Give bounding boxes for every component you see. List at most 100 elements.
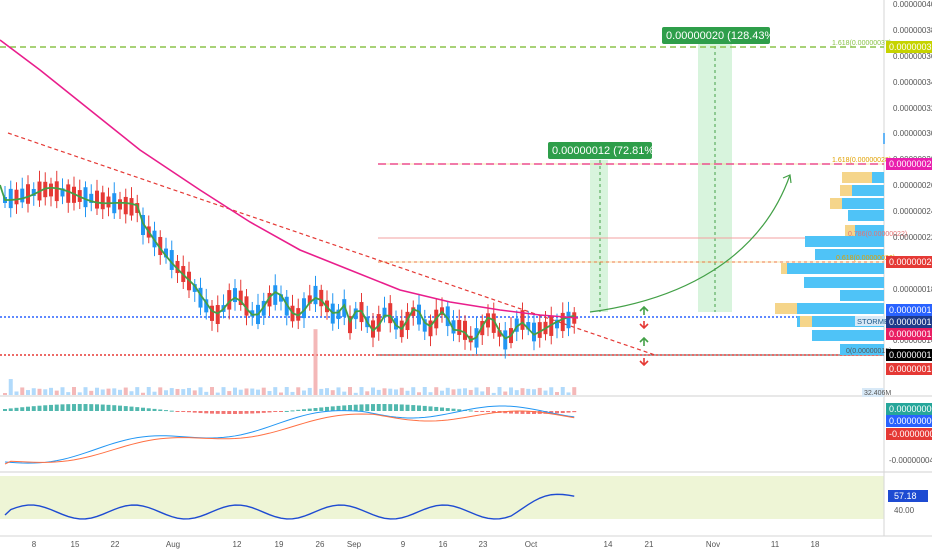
macd-histogram-bar (169, 410, 174, 412)
volume-profile-bar (852, 185, 884, 196)
macd-axis-label: 0.00000000 (889, 404, 932, 414)
candle-body (388, 303, 393, 324)
volume-bar (560, 387, 565, 395)
macd-histogram-bar (503, 411, 508, 414)
macd-histogram-bar (388, 404, 393, 411)
price-axis-label: 0.00000024 (893, 207, 932, 216)
rsi-line (4, 493, 575, 520)
time-axis-label: 16 (439, 540, 448, 549)
volume-bar (445, 387, 450, 395)
volume-bar (480, 391, 485, 395)
price-tag-label: 0.00000015 (889, 350, 932, 360)
volume-bar (118, 389, 122, 395)
candle-body (336, 309, 341, 320)
macd-histogram-bar (434, 406, 439, 411)
macd-histogram-bar (486, 411, 490, 413)
price-axis-label: 0.00000036 (893, 52, 932, 61)
price-axis-label: 0.00000032 (893, 104, 932, 113)
fib-label-1: 1.618(0.00000037) (832, 40, 891, 47)
macd-histogram-bar (198, 411, 203, 414)
price-axis-label: 0.00000038 (893, 26, 932, 35)
macd-histogram-bar (325, 406, 329, 411)
macd-histogram-bar (3, 409, 7, 411)
volume-bar (192, 390, 197, 395)
macd-histogram-bar (566, 411, 571, 413)
volume-bar (394, 389, 398, 395)
candle-body (526, 322, 531, 330)
candle-body (555, 319, 559, 329)
macd-histogram-bar (440, 407, 444, 411)
volume-bar (8, 379, 13, 395)
volume-bar (244, 388, 249, 395)
macd-histogram-bar (382, 404, 387, 411)
volume-bar (152, 391, 157, 395)
time-axis-label: 23 (479, 540, 488, 549)
volume-profile-bar (812, 330, 884, 341)
time-axis[interactable]: 8 15 22 Aug 12 19 26 Sep 9 16 23 Oct 14 21 Nov 11 18 (32, 540, 820, 549)
volume-bar (566, 392, 571, 395)
macd-histogram-bar (158, 409, 163, 411)
macd-histogram-bar (520, 411, 525, 414)
macd-histogram-bar (560, 411, 565, 413)
volume-bar (451, 389, 456, 395)
price-tag-box (886, 158, 932, 170)
macd-histogram-bar (273, 411, 278, 412)
volume-bar (302, 390, 306, 395)
target-zone-1 (590, 160, 608, 312)
time-axis-label: 19 (275, 540, 284, 549)
volume-bar (267, 391, 272, 395)
price-tags: 0.00000036 0.00000028 0.00000020 0.00000017… (886, 41, 932, 375)
time-axis-label: Oct (525, 540, 538, 549)
candle-body (537, 322, 542, 338)
volume-bar (463, 388, 467, 395)
macd-histogram-bar (313, 408, 318, 411)
volume-bar (388, 388, 393, 395)
candle-body (210, 305, 214, 321)
arrow-up-icon (639, 305, 649, 315)
candle-body (284, 296, 289, 316)
price-tag-box (886, 304, 932, 316)
macd-histogram-bar (256, 411, 260, 414)
candle-body (66, 184, 71, 203)
macd-histogram-bar (284, 410, 289, 412)
volume-bar (37, 388, 42, 395)
fib-label-4: 0.618(0.00000020) (836, 255, 895, 262)
volume-bar (89, 390, 94, 395)
candle-body (376, 314, 381, 332)
price-tag-label: 0.00000013 (889, 364, 932, 374)
volume-bar (31, 388, 36, 395)
macd-histogram-bar (491, 411, 496, 413)
price-axis-label: 0.00000040 (893, 0, 932, 9)
price-axis-label: 0.00000022 (893, 233, 932, 242)
volume-bar (54, 390, 59, 395)
candle-body (8, 188, 13, 209)
macd-histogram-bar (192, 411, 197, 413)
candle-body (123, 196, 128, 215)
macd-histogram-bar (543, 411, 548, 414)
volume-bar (175, 388, 180, 395)
macd-histogram-bar (267, 411, 272, 413)
time-axis-label: 14 (604, 540, 613, 549)
volume-bar (164, 390, 168, 395)
macd-histogram-bar (451, 408, 456, 411)
candle-body (83, 187, 88, 208)
time-axis-label: Aug (166, 540, 180, 549)
macd-histogram-bar (210, 411, 214, 414)
rsi-value-tag (888, 490, 928, 502)
volume-bar (210, 387, 214, 395)
candle-body (118, 199, 122, 210)
candle-body (198, 287, 203, 308)
candle-body (566, 311, 571, 329)
volume-bar (486, 387, 490, 395)
candle-body (26, 184, 30, 204)
volume-profile-bar-value (781, 263, 787, 274)
macd-histogram-bar (376, 404, 381, 411)
volume-bar (279, 392, 283, 395)
volume-profile-bar-value (845, 225, 855, 236)
volume-bar (434, 387, 439, 395)
volume-label-box (862, 388, 884, 397)
macd-histogram-bar (359, 404, 364, 411)
candle-body (192, 284, 197, 292)
